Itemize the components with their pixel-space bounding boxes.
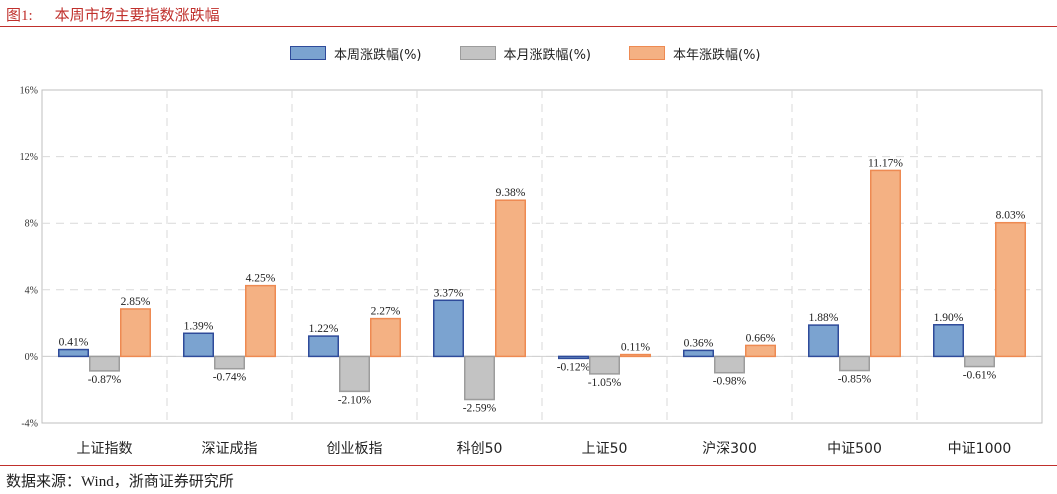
y-tick-label: 8% xyxy=(25,219,38,230)
data-label: -0.87% xyxy=(88,374,122,386)
data-label: 9.38% xyxy=(496,187,526,199)
data-label: 1.39% xyxy=(184,320,214,332)
bar xyxy=(995,221,1026,358)
bar xyxy=(120,308,151,358)
data-label: -0.74% xyxy=(213,372,247,384)
data-label: 8.03% xyxy=(996,210,1026,222)
figure-caption: 图1: 本周市场主要指数涨跌幅 xyxy=(6,4,220,25)
bar xyxy=(933,324,964,358)
bar xyxy=(745,344,776,358)
bar xyxy=(58,348,89,358)
legend-label-weekly: 本周涨跌幅(%) xyxy=(334,47,422,63)
figure-header: 图1: 本周市场主要指数涨跌幅 xyxy=(0,0,1057,30)
data-label: 4.25% xyxy=(246,273,276,285)
data-label: -2.59% xyxy=(463,403,497,415)
data-label: 0.41% xyxy=(59,337,89,349)
bar xyxy=(558,355,589,360)
bar xyxy=(683,349,714,358)
legend-swatch-yearly xyxy=(629,46,665,60)
figure-source: 数据来源：Wind，浙商证券研究所 xyxy=(6,474,234,490)
legend-item-yearly: 本年涨跌幅(%) xyxy=(629,44,761,63)
data-label: 1.22% xyxy=(309,323,339,335)
figure-title: 本周市场主要指数涨跌幅 xyxy=(54,8,220,24)
legend-label-yearly: 本年涨跌幅(%) xyxy=(673,47,761,63)
data-label: 2.27% xyxy=(371,306,401,318)
bar xyxy=(433,299,464,358)
bar xyxy=(839,355,870,372)
x-category-label: 创业板指 xyxy=(327,441,383,457)
x-category-label: 中证1000 xyxy=(948,441,1012,457)
chart-legend: 本周涨跌幅(%) 本月涨跌幅(%) 本年涨跌幅(%) xyxy=(290,42,761,64)
y-tick-label: 4% xyxy=(25,285,38,296)
caption-rule xyxy=(0,26,1057,27)
bar-chart: -4% 0% 4% 8% 12% 16% 0.41% -0.87% 2.85% 上证指数 1.39%… xyxy=(20,86,1043,457)
bar xyxy=(183,332,214,358)
bar xyxy=(89,355,120,372)
data-label: -0.85% xyxy=(838,374,872,386)
figure-number: 图1: xyxy=(6,8,33,24)
data-label: 2.85% xyxy=(121,296,151,308)
x-category-label: 深证成指 xyxy=(202,441,258,457)
y-tick-label: -4% xyxy=(21,419,38,430)
bar xyxy=(808,324,839,358)
data-label: -0.61% xyxy=(963,370,997,382)
bar xyxy=(464,355,495,401)
bar xyxy=(245,284,276,358)
bar xyxy=(620,353,651,358)
data-label: 3.37% xyxy=(434,287,464,299)
bar xyxy=(495,199,526,358)
y-tick-label: 0% xyxy=(25,352,38,363)
data-label: 0.36% xyxy=(684,337,714,349)
legend-label-monthly: 本月涨跌幅(%) xyxy=(503,47,592,63)
x-category-label: 科创50 xyxy=(457,441,503,457)
legend-swatch-weekly xyxy=(290,46,326,60)
legend-swatch-monthly xyxy=(459,46,496,60)
data-label: 11.17% xyxy=(868,157,903,169)
bar xyxy=(370,317,401,358)
bar xyxy=(870,169,901,358)
legend-item-weekly: 本周涨跌幅(%) xyxy=(290,44,422,63)
x-category-label: 沪深300 xyxy=(702,441,757,457)
data-label: -1.05% xyxy=(588,377,622,389)
bar xyxy=(308,335,339,358)
data-label: -0.12% xyxy=(557,361,591,373)
bar xyxy=(714,355,745,374)
y-tick-label: 16% xyxy=(20,86,38,97)
data-label: 0.11% xyxy=(621,342,651,354)
data-label: 1.88% xyxy=(809,312,839,324)
legend-item-monthly: 本月涨跌幅(%) xyxy=(459,44,592,63)
bar xyxy=(964,355,995,368)
data-label: 0.66% xyxy=(746,332,776,344)
x-category-label: 上证指数 xyxy=(77,441,133,457)
data-label: -0.98% xyxy=(713,376,747,388)
x-category-label: 中证500 xyxy=(827,441,882,457)
data-label: -2.10% xyxy=(338,394,372,406)
data-label: 1.90% xyxy=(934,312,964,324)
bar xyxy=(339,355,370,393)
bar xyxy=(589,355,620,375)
x-category-label: 上证50 xyxy=(582,441,628,457)
y-tick-label: 12% xyxy=(20,152,38,163)
source-rule xyxy=(0,465,1057,466)
bar xyxy=(214,355,245,370)
